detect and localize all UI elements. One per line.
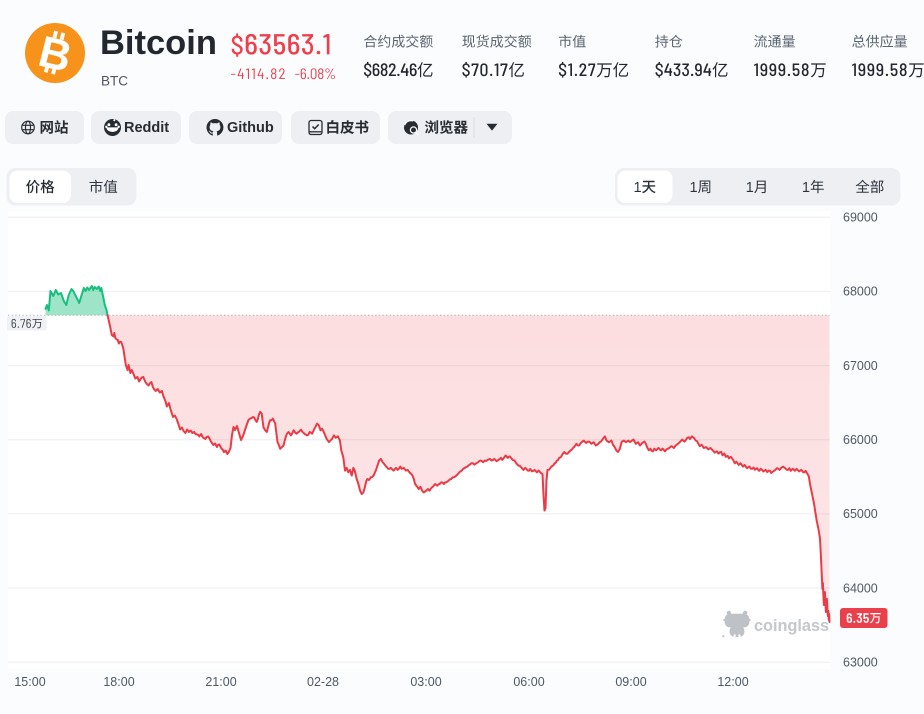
svg-text:15:00: 15:00 (14, 675, 45, 689)
svg-text:coinglass: coinglass (754, 617, 829, 635)
svg-text:69000: 69000 (843, 210, 878, 224)
svg-text:03:00: 03:00 (410, 675, 441, 689)
svg-text:65000: 65000 (843, 507, 878, 521)
svg-text:Github: Github (227, 120, 274, 136)
svg-text:02-28: 02-28 (307, 675, 339, 689)
svg-text:64000: 64000 (843, 581, 878, 595)
svg-text:Bitcoin: Bitcoin (100, 24, 217, 62)
svg-text:21:00: 21:00 (205, 675, 236, 689)
svg-text:63000: 63000 (843, 656, 878, 670)
svg-text:66000: 66000 (843, 433, 878, 447)
svg-text:Reddit: Reddit (124, 120, 169, 136)
svg-text:06:00: 06:00 (513, 675, 544, 689)
svg-text:67000: 67000 (843, 359, 878, 373)
svg-text:18:00: 18:00 (103, 675, 134, 689)
svg-text:68000: 68000 (843, 285, 878, 299)
svg-text:12:00: 12:00 (717, 675, 748, 689)
svg-text:09:00: 09:00 (615, 675, 646, 689)
svg-text:BTC: BTC (101, 74, 128, 89)
